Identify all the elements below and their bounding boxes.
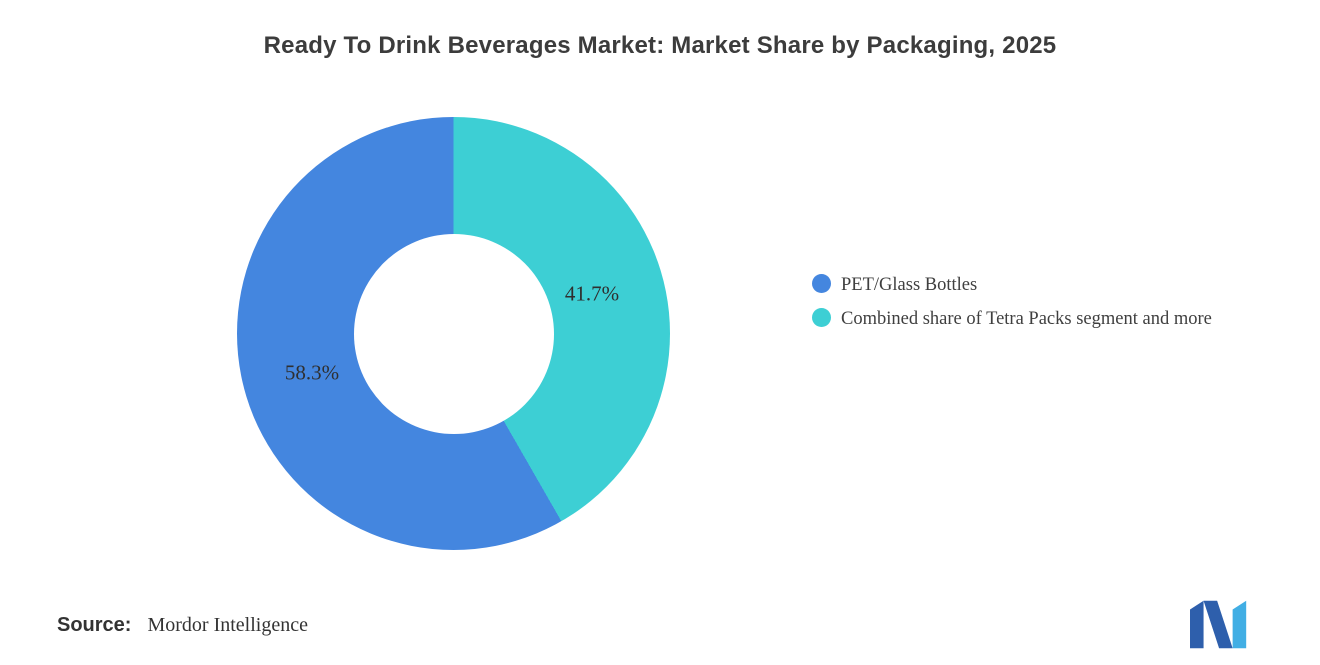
source-label: Source: bbox=[57, 614, 132, 636]
legend-item-pet-glass-bottles: PET/Glass Bottles bbox=[812, 271, 1287, 300]
chart-legend: PET/Glass Bottles Combined share of Tetr… bbox=[812, 271, 1287, 333]
legend-label: PET/Glass Bottles bbox=[841, 275, 978, 295]
donut-hole bbox=[353, 233, 554, 434]
legend-item-tetra-packs: Combined share of Tetra Packs segment an… bbox=[812, 305, 1287, 334]
legend-swatch-icon bbox=[812, 274, 831, 293]
legend-label: Combined share of Tetra Packs segment an… bbox=[841, 308, 1212, 329]
slice-value-label-pet-glass-bottles: 58.3% bbox=[284, 360, 340, 385]
source-attribution: Source: Mordor Intelligence bbox=[57, 614, 308, 637]
source-value: Mordor Intelligence bbox=[147, 614, 308, 636]
slice-value-label-tetra-packs: 41.7% bbox=[564, 281, 620, 306]
chart-title: Ready To Drink Beverages Market: Market … bbox=[263, 32, 1057, 59]
donut-chart: 58.3% 41.7% bbox=[237, 117, 670, 550]
legend-swatch-icon bbox=[812, 307, 831, 327]
mordor-intelligence-logo bbox=[1190, 600, 1247, 649]
